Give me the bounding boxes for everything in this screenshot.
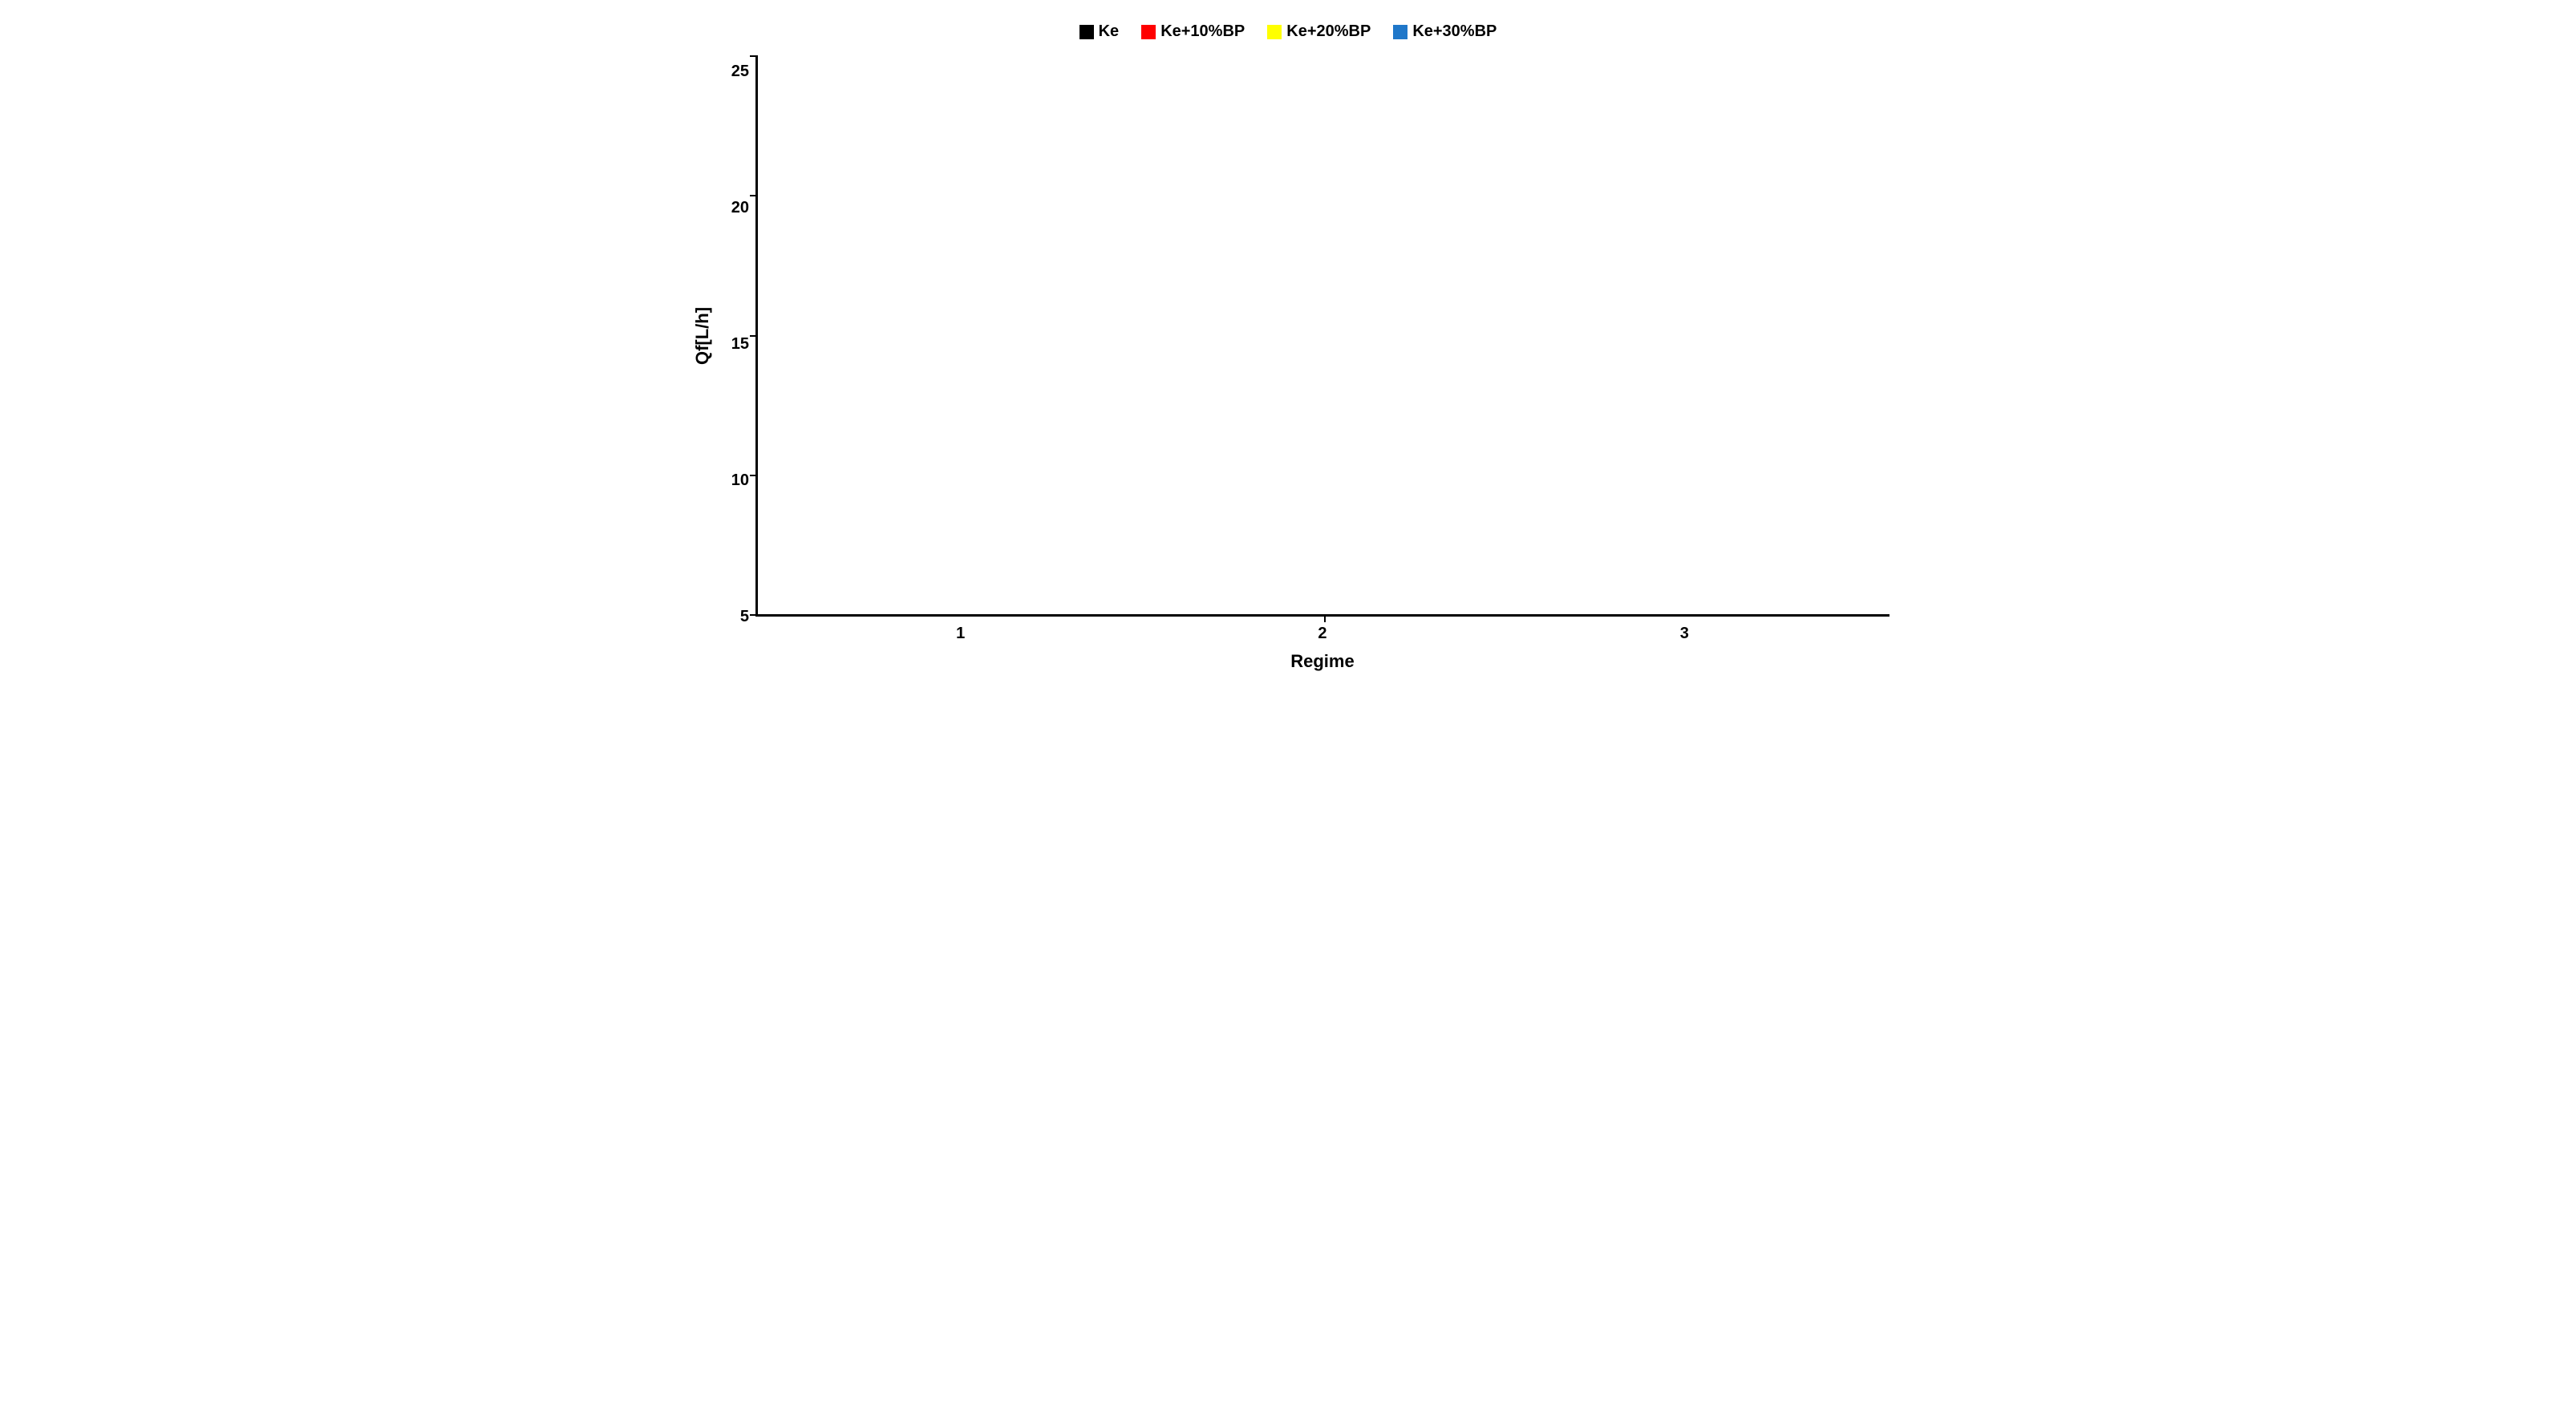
- legend-item-ke: Ke: [1079, 22, 1120, 41]
- x-axis-ticks: 1 2 3: [755, 617, 1889, 643]
- xtick: 3: [1533, 617, 1837, 643]
- plot-inner: [758, 55, 1889, 614]
- xtick-mark: [1324, 614, 1326, 622]
- chart-container: Ke Ke+10%BP Ke+20%BP Ke+30%BP Qf[L/h] 25…: [687, 16, 1889, 672]
- ytick: 5: [740, 609, 749, 625]
- legend-label: Ke+30%BP: [1412, 22, 1497, 41]
- ytick-mark: [750, 335, 758, 337]
- legend-item-ke10: Ke+10%BP: [1141, 22, 1245, 41]
- x-axis-label: Regime: [755, 643, 1889, 672]
- ytick-mark: [750, 195, 758, 196]
- legend-swatch: [1141, 25, 1156, 39]
- legend-label: Ke+20%BP: [1286, 22, 1371, 41]
- ytick-mark: [750, 55, 758, 57]
- ytick-mark: [750, 614, 758, 616]
- legend-label: Ke: [1099, 22, 1120, 41]
- ytick: 20: [731, 200, 749, 216]
- ytick-mark: [750, 475, 758, 476]
- ytick: 15: [731, 336, 749, 352]
- y-axis-label: Qf[L/h]: [692, 307, 713, 365]
- legend-label: Ke+10%BP: [1160, 22, 1245, 41]
- plot-wrap: Qf[L/h] 25 20 15 10 5: [687, 55, 1889, 617]
- ylabel-cell: Qf[L/h]: [687, 55, 719, 617]
- plot-area: [755, 55, 1889, 617]
- legend: Ke Ke+10%BP Ke+20%BP Ke+30%BP: [687, 16, 1889, 55]
- xtick: 2: [1170, 617, 1474, 643]
- legend-swatch: [1267, 25, 1282, 39]
- ytick: 25: [731, 63, 749, 79]
- legend-item-ke20: Ke+20%BP: [1267, 22, 1371, 41]
- legend-swatch: [1079, 25, 1094, 39]
- xtick: 1: [808, 617, 1112, 643]
- legend-swatch: [1393, 25, 1407, 39]
- ytick: 10: [731, 472, 749, 488]
- legend-item-ke30: Ke+30%BP: [1393, 22, 1497, 41]
